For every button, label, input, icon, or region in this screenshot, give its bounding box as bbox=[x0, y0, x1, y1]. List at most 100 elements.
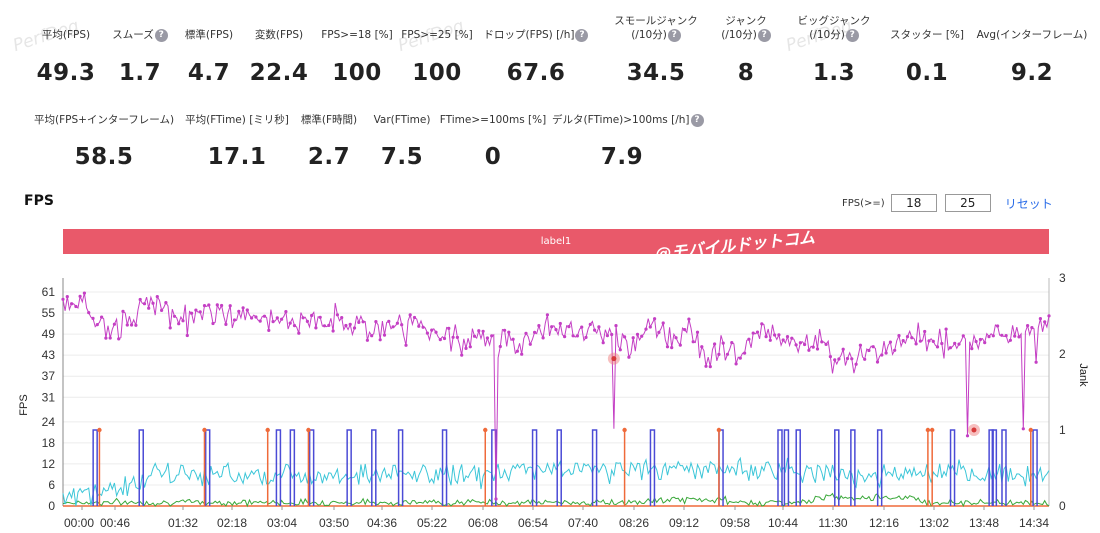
big-jank-marker bbox=[306, 427, 311, 433]
fps-point bbox=[601, 341, 605, 345]
fps-point bbox=[460, 353, 464, 357]
fps-point bbox=[142, 302, 147, 306]
fps-point bbox=[970, 347, 974, 351]
fps-point bbox=[1004, 334, 1008, 338]
y-tick-label: 24 bbox=[42, 415, 56, 429]
fps-point bbox=[858, 343, 863, 347]
fps-point bbox=[965, 434, 970, 438]
fps-point bbox=[275, 316, 279, 320]
x-tick-label: 03:50 bbox=[319, 516, 349, 530]
y-tick-label: 49 bbox=[42, 327, 56, 341]
help-icon[interactable]: ? bbox=[575, 28, 589, 42]
fps-point bbox=[580, 325, 584, 329]
stat-label: Avg(インターフレーム) bbox=[976, 29, 1088, 41]
fps-point bbox=[147, 306, 151, 310]
fps-point bbox=[138, 297, 142, 302]
stat-label: ドロップ(FPS) [/h]? bbox=[466, 28, 606, 42]
fps-point bbox=[455, 335, 459, 339]
help-icon[interactable]: ? bbox=[690, 113, 704, 127]
stat-r2-3: Var(FTime) 7.5 bbox=[332, 99, 472, 170]
x-tick-label: 03:04 bbox=[267, 516, 297, 530]
fps-point bbox=[241, 306, 245, 310]
fps-point bbox=[451, 335, 455, 339]
fps-point bbox=[790, 336, 794, 340]
fps-point bbox=[61, 297, 65, 301]
fps-point bbox=[944, 327, 948, 331]
stat-r1-9: ビッグジャンク (/10分)? 1.3 bbox=[764, 14, 904, 86]
fps-point bbox=[798, 341, 803, 345]
help-icon[interactable]: ? bbox=[667, 28, 681, 42]
fps-point bbox=[412, 315, 417, 320]
fps-point bbox=[953, 341, 957, 345]
big-jank-marker bbox=[483, 427, 488, 433]
fps-point bbox=[417, 324, 421, 328]
fps-point bbox=[361, 320, 365, 324]
fps-point bbox=[708, 365, 712, 369]
stat-value: 49.3 bbox=[36, 60, 96, 86]
fps-point bbox=[172, 314, 177, 318]
x-tick-label: 13:02 bbox=[919, 516, 949, 530]
fps-point bbox=[605, 334, 610, 338]
y-tick-label: 37 bbox=[42, 369, 56, 383]
fps-point bbox=[1034, 360, 1038, 364]
jank-spike bbox=[346, 429, 352, 506]
help-icon[interactable]: ? bbox=[757, 28, 771, 42]
fps-point bbox=[1021, 427, 1025, 431]
stat-value: 0 bbox=[484, 144, 502, 170]
fps-point bbox=[1000, 333, 1004, 337]
fps-point bbox=[828, 355, 833, 359]
fps-point bbox=[164, 301, 168, 305]
fps-point bbox=[232, 318, 237, 322]
fps-point bbox=[768, 338, 772, 342]
help-icon[interactable]: ? bbox=[154, 28, 168, 42]
fps-point bbox=[794, 343, 798, 347]
stat-r1-5: FPS>=25 [%] 100 bbox=[367, 14, 507, 86]
jank-spike bbox=[876, 429, 883, 506]
fps-point bbox=[310, 313, 314, 318]
stat-r1-0: 平均(FPS) 49.3 bbox=[0, 14, 136, 86]
label-bar[interactable]: label1 bbox=[63, 229, 1049, 254]
fps-point bbox=[494, 497, 498, 501]
stat-r2-5: デルタ(FTime)>100ms [/h]? 7.9 bbox=[552, 99, 704, 170]
fps-point bbox=[305, 319, 309, 323]
fps-point bbox=[524, 331, 528, 335]
fps-point bbox=[438, 338, 442, 342]
x-tick-label: 10:44 bbox=[768, 516, 798, 530]
y-axis-label: FPS bbox=[18, 394, 30, 415]
fps-point bbox=[503, 328, 507, 332]
help-icon[interactable]: ? bbox=[845, 28, 859, 42]
x-tick-label: 07:40 bbox=[568, 516, 598, 530]
fps-point bbox=[151, 301, 155, 305]
highlight-marker bbox=[611, 356, 617, 362]
fps-point bbox=[155, 295, 159, 299]
fps-point bbox=[717, 352, 721, 356]
fps-point bbox=[807, 348, 811, 352]
fps-point bbox=[533, 330, 537, 334]
x-tick-label: 00:00 bbox=[64, 516, 94, 530]
y-tick-label: 55 bbox=[42, 306, 56, 320]
reset-link[interactable]: リセット bbox=[1004, 196, 1053, 211]
fps-point bbox=[528, 342, 532, 346]
stat-r1-10: スタッター [%] 0.1 bbox=[857, 14, 997, 86]
fps-threshold-low-input[interactable]: 18 bbox=[890, 194, 937, 212]
fps-point bbox=[940, 341, 944, 346]
fps-point bbox=[271, 320, 275, 324]
fps-point bbox=[430, 328, 434, 332]
fps-point bbox=[996, 324, 1000, 328]
fps-point bbox=[567, 325, 571, 329]
stat-label: スタッター [%] bbox=[889, 29, 964, 41]
fps-point bbox=[314, 326, 318, 330]
fps-point bbox=[357, 320, 361, 324]
fps-filter: FPS(>=) 18 25 リセット bbox=[842, 194, 1053, 212]
fps-point bbox=[78, 294, 82, 298]
big-jank-marker bbox=[1028, 427, 1033, 433]
fps-point bbox=[541, 336, 545, 340]
fps-point bbox=[1017, 335, 1021, 339]
fps-point bbox=[1013, 334, 1017, 338]
fps-point bbox=[670, 346, 674, 350]
interframe-series-line bbox=[62, 456, 1050, 507]
jank-spike bbox=[397, 429, 404, 506]
fps-threshold-high-input[interactable]: 25 bbox=[944, 194, 991, 212]
fps-point bbox=[571, 334, 575, 338]
